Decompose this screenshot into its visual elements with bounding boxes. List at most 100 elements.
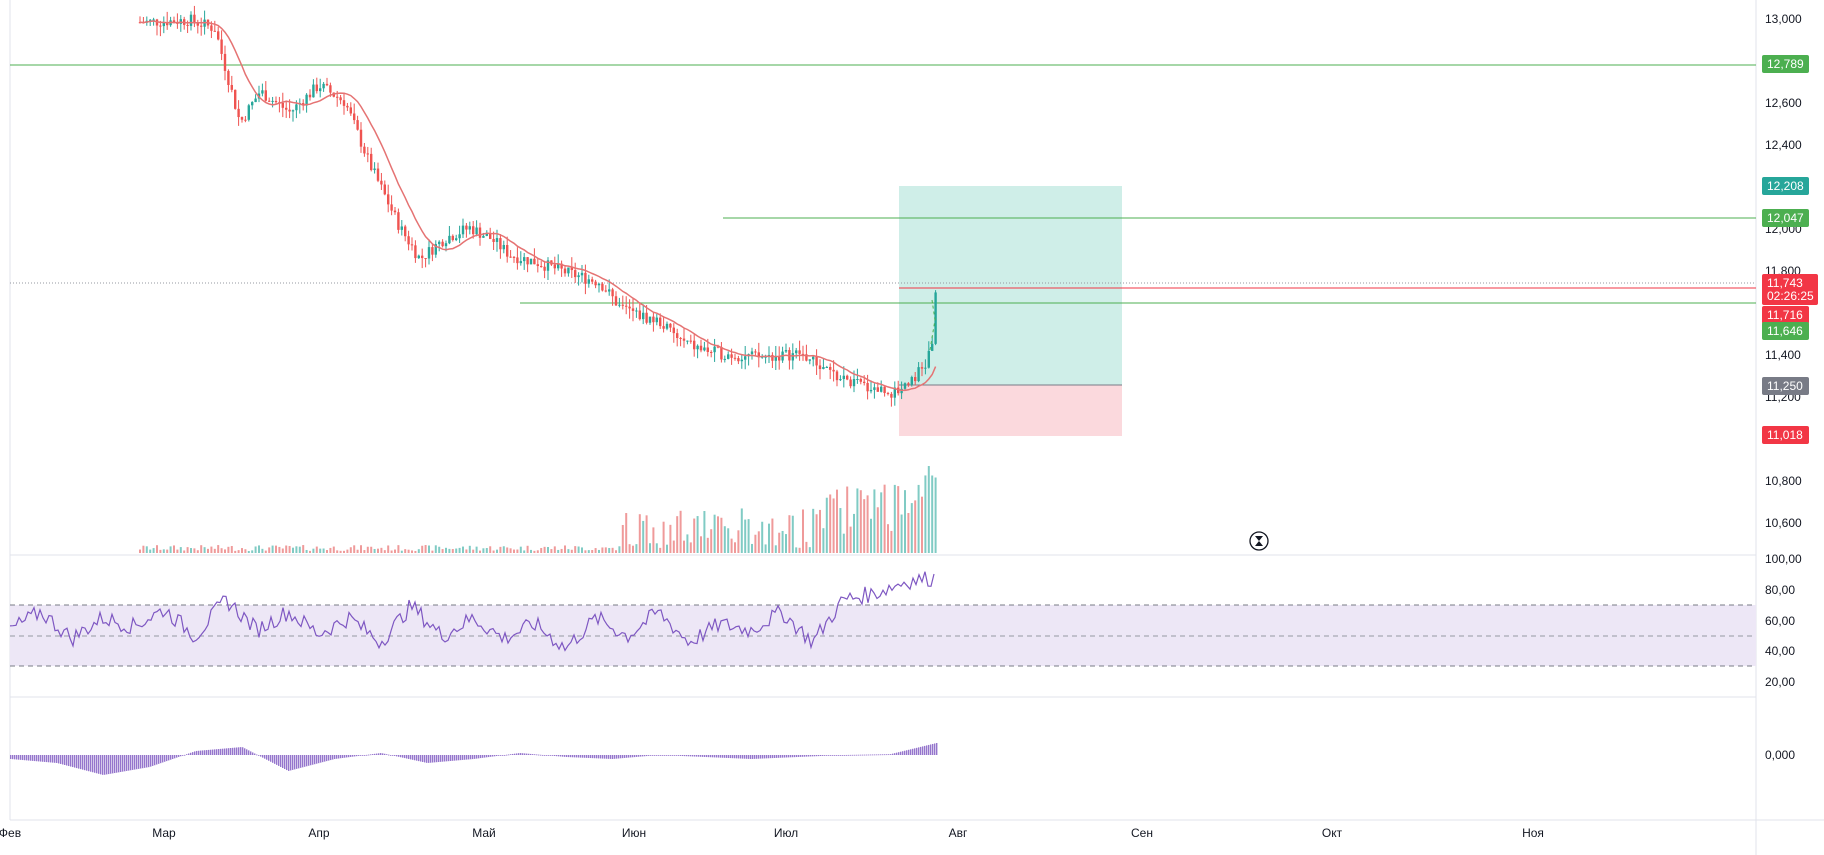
oscillator-bar <box>894 753 896 755</box>
oscillator-bar <box>354 755 356 757</box>
volume-bar <box>836 489 838 553</box>
price-tick-label: 11,400 <box>1765 348 1801 362</box>
volume-bar <box>856 488 859 553</box>
oscillator-bar <box>122 755 124 772</box>
oscillator-bar <box>806 755 808 757</box>
oscillator-bar <box>688 755 690 757</box>
tag-entry: 11,250 <box>1762 377 1809 395</box>
oscillator-bar <box>880 754 882 756</box>
oscillator-bar <box>340 755 342 759</box>
volume-bar <box>264 550 267 553</box>
oscillator-bar <box>60 755 62 764</box>
oscillator-bar <box>780 755 782 758</box>
oscillator-bar <box>798 755 800 757</box>
volume-bar <box>608 547 611 553</box>
oscillator-bar <box>668 755 670 756</box>
oscillator-bar <box>452 755 454 761</box>
candle-body <box>829 366 832 370</box>
oscillator-bar <box>166 755 168 762</box>
candle-body <box>638 310 641 320</box>
oscillator-bar <box>484 755 486 758</box>
volume-bar <box>581 547 583 553</box>
candle-body <box>261 90 264 94</box>
volume-bar <box>887 524 889 553</box>
oscillator-bar <box>120 755 122 772</box>
candle-body <box>414 245 417 259</box>
oscillator-bar <box>156 755 158 765</box>
oscillator-bar <box>708 755 710 758</box>
oscillator-bar <box>576 755 578 758</box>
oscillator-bar <box>924 745 926 755</box>
volume-bar <box>322 548 325 553</box>
volume-bar <box>217 545 220 553</box>
candle-body <box>574 270 577 278</box>
oscillator-bar <box>220 748 222 755</box>
oscillator-bar <box>278 755 280 766</box>
take-profit-zone[interactable] <box>899 186 1122 385</box>
hourglass-icon[interactable] <box>1249 531 1269 551</box>
volume-bar <box>890 530 893 553</box>
candle-body <box>533 258 536 265</box>
oscillator-bar <box>436 755 438 763</box>
volume-bar <box>751 543 753 553</box>
oscillator-bar <box>144 755 146 768</box>
oscillator-bar <box>382 753 384 755</box>
oscillator-bar <box>212 749 214 755</box>
oscillator-bar <box>800 755 802 757</box>
oscillator-bar <box>864 754 866 756</box>
volume-bar <box>145 546 148 553</box>
candle-body <box>727 354 730 359</box>
candle-body <box>397 212 400 230</box>
volume-bar <box>876 507 879 553</box>
oscillator-bar <box>712 755 714 758</box>
volume-bar <box>574 546 577 553</box>
oscillator-bar <box>442 755 444 762</box>
oscillator-bar <box>184 754 186 756</box>
oscillator-bar <box>244 748 246 755</box>
candle-body <box>359 129 363 147</box>
month-label: Июн <box>622 826 646 840</box>
oscillator-bar <box>732 755 734 759</box>
volume-bar <box>142 545 145 553</box>
oscillator-bar <box>834 755 836 756</box>
candle-body <box>703 347 706 351</box>
oscillator-bar <box>52 755 54 763</box>
oscillator-bar <box>508 754 510 756</box>
oscillator-bar <box>426 755 428 763</box>
rsi-tick-label: 80,00 <box>1765 583 1795 597</box>
volume-bar <box>672 540 675 553</box>
stop-loss-zone[interactable] <box>899 385 1122 436</box>
volume-bar <box>669 524 672 553</box>
rsi-line <box>9 571 935 652</box>
oscillator-bar <box>206 750 208 755</box>
candle-body <box>499 238 502 250</box>
oscillator-bar <box>186 754 188 755</box>
rsi-tick-label: 40,00 <box>1765 644 1795 658</box>
candle-body <box>676 333 679 338</box>
oscillator-bar <box>16 755 18 760</box>
oscillator-bar <box>872 754 874 756</box>
volume-bar <box>339 550 342 553</box>
candle-body <box>325 83 329 86</box>
volume-bar <box>298 546 301 553</box>
oscillator-bar <box>110 755 112 774</box>
oscillator-bar <box>546 755 548 756</box>
volume-bar <box>438 546 441 553</box>
svg-text:11,646: 11,646 <box>1767 324 1803 338</box>
oscillator-bar <box>48 755 50 763</box>
volume-bar <box>499 546 502 553</box>
candle-body <box>710 351 713 353</box>
volume-bar <box>907 513 910 553</box>
volume-bar <box>220 548 223 553</box>
oscillator-bar <box>68 755 70 767</box>
volume-bar <box>880 492 883 553</box>
oscillator-bar <box>132 755 134 770</box>
oscillator-bar <box>802 755 804 757</box>
candle-body <box>689 340 692 342</box>
oscillator-bar <box>876 754 878 756</box>
candle-body <box>506 245 509 257</box>
oscillator-bar <box>100 755 102 775</box>
oscillator-bar <box>754 755 756 759</box>
